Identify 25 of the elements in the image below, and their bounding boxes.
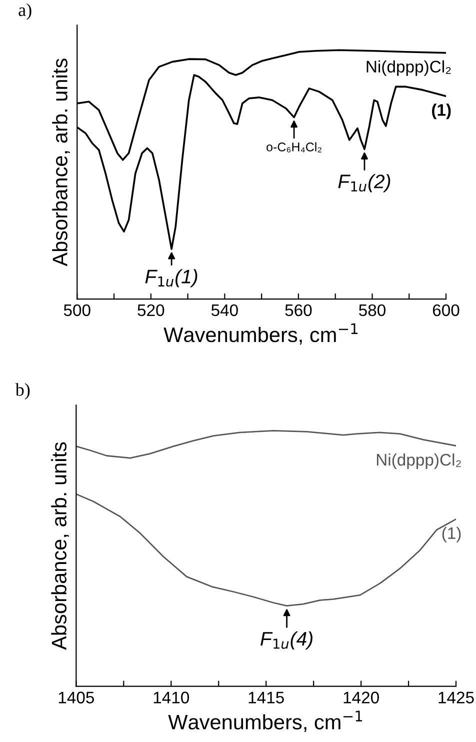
series-label: Ni(dppp)Cl₂ (376, 453, 461, 469)
x-tick-label: 580 (358, 304, 386, 316)
chart-title: a) (18, 3, 32, 20)
x-tick-label: 600 (432, 304, 460, 316)
series-label: (1) (442, 526, 461, 542)
x-tick-label: 500 (64, 304, 90, 316)
x-tick-label: 1425 (438, 692, 474, 704)
x-tick-label: 1420 (344, 692, 379, 704)
annotation: F$_{1u}$(1) (145, 269, 198, 288)
x-tick-label: 1405 (58, 692, 94, 704)
x-tick-label: 1415 (248, 692, 284, 704)
x-tick-label: 540 (211, 304, 238, 316)
annotation: F$_{1u}$(2) (338, 174, 390, 192)
series-label: (1) (432, 104, 451, 120)
annotation: o-C₆H₄Cl₂ (266, 142, 322, 152)
x-tick-label: 520 (138, 304, 164, 316)
x-tick-label: 1410 (154, 692, 190, 704)
x-axis-title: Wavenumbers, cm$^{−1}$ (164, 323, 358, 345)
chart-title: b) (15, 383, 30, 400)
annotation: F$_{1u}$(4) (260, 631, 312, 650)
x-axis-title: Wavenumbers, cm$^{−1}$ (168, 710, 362, 732)
y-axis-title: Absorbance, arb. units (51, 442, 69, 650)
y-axis-title: Absorbance, arb. units (52, 58, 70, 266)
series-label: Ni(dppp)Cl₂ (366, 60, 451, 76)
x-tick-label: 560 (285, 304, 312, 316)
